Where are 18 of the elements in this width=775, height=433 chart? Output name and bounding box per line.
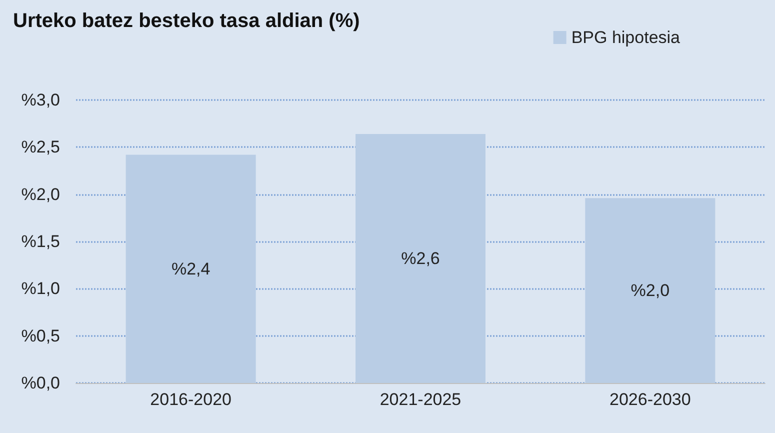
x-tick-label: 2021-2025 — [380, 390, 462, 409]
data-label: %2,6 — [401, 248, 440, 268]
bar — [585, 198, 716, 383]
data-label: %2,0 — [630, 281, 670, 300]
y-tick-label: %2,5 — [21, 138, 60, 157]
data-label: %2,4 — [171, 259, 210, 278]
x-tick-label: 2026-2030 — [610, 390, 691, 409]
bar — [356, 134, 486, 383]
chart-title: Urteko batez besteko tasa aldian (%) — [13, 10, 360, 32]
y-tick-label: %1,5 — [21, 232, 60, 251]
x-tick-label: 2016-2020 — [150, 390, 232, 409]
legend-label: BPG hipotesia — [571, 28, 681, 47]
bar — [126, 154, 256, 383]
y-tick-label: %0,5 — [21, 326, 60, 346]
y-tick-label: %3,0 — [21, 90, 60, 110]
y-tick-label: %1,0 — [21, 279, 60, 298]
y-tick-label: %2,0 — [21, 184, 60, 204]
y-tick-label: %0,0 — [21, 374, 60, 392]
